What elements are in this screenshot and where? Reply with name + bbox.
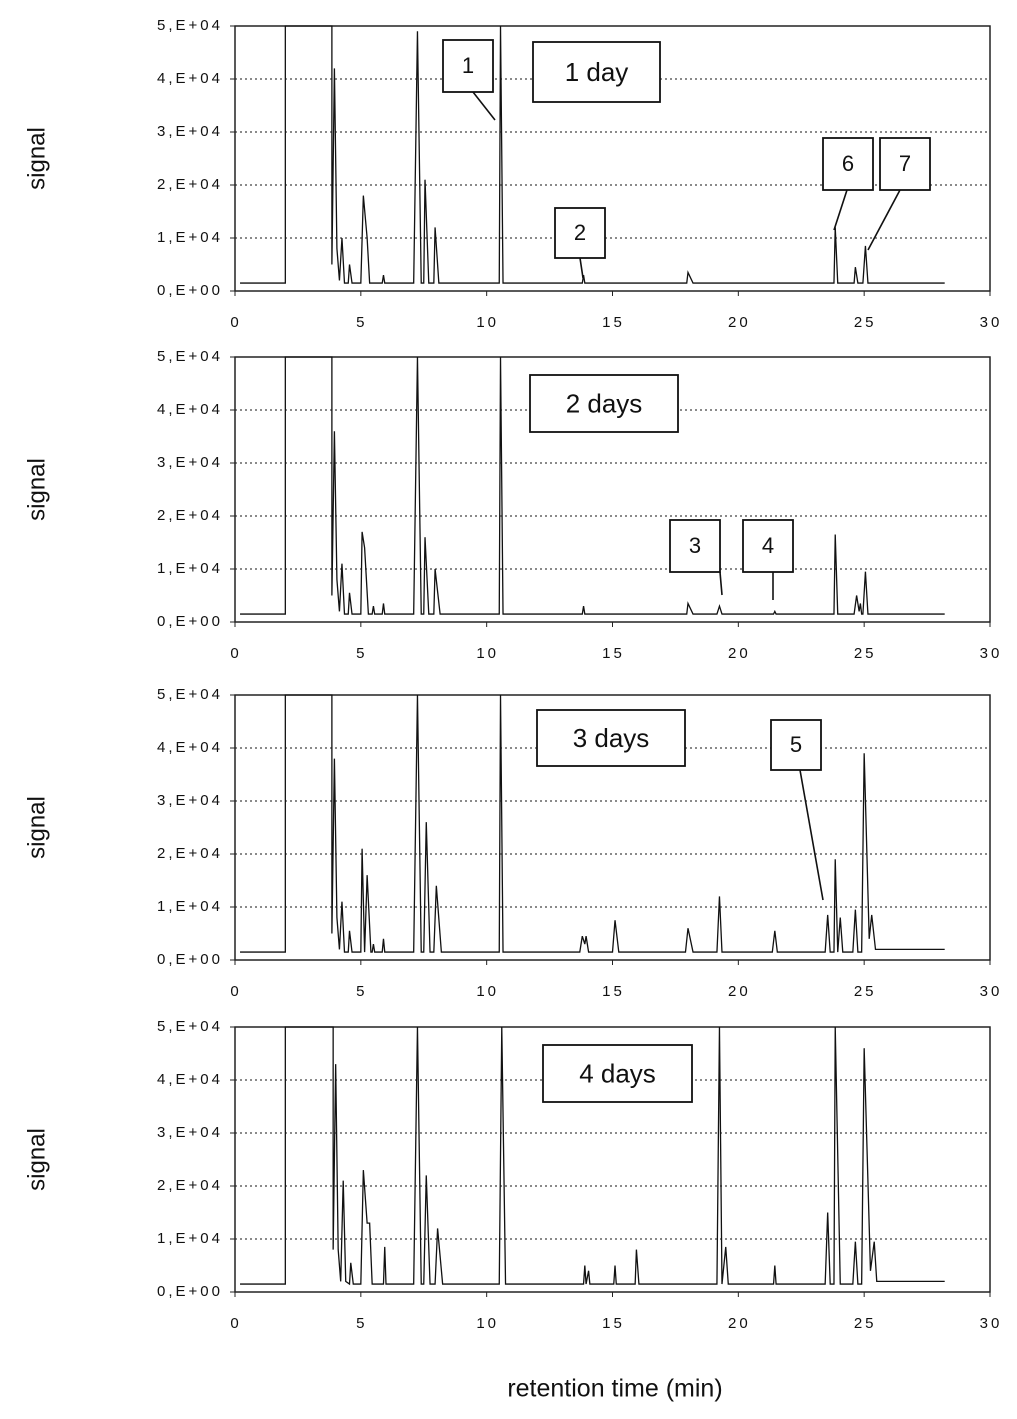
y-tick-label: 0,E+00 [157,1283,223,1300]
y-tick-label: 0,E+00 [157,613,223,630]
annotation-box [822,137,874,191]
y-tick-label: 2,E+04 [157,176,223,193]
annotation: 4 [762,533,774,558]
panel-title: 3 days [573,723,650,753]
x-tick-label: 25 [854,1315,877,1332]
panel: 0,E+00 1,E+04 2,E+04 3,E+04 4,E+04 5,E+04 0 5 10… [23,17,1003,331]
annotation-box [879,137,931,191]
y-tick-label: 3,E+04 [157,792,223,809]
title-box [536,709,686,767]
panel: 0,E+00 1,E+04 2,E+04 3,E+04 4,E+04 5,E+04 0 5 10… [23,1018,1003,1403]
y-tick-label: 0,E+00 [157,951,223,968]
x-tick-label: 15 [602,1315,625,1332]
annotation: 5 [790,732,802,757]
y-axis-label: signal [23,458,50,521]
x-tick-label: 10 [476,1315,499,1332]
y-tick-label: 1,E+04 [157,898,223,915]
leader-line [833,189,848,231]
y-tick-label: 4,E+04 [157,1071,223,1088]
panel-title: 2 days [566,388,643,418]
annotation-box [669,519,721,573]
x-tick-label: 20 [728,983,751,1000]
leader-line [579,257,584,279]
x-tick-label: 5 [356,314,367,331]
x-tick-label: 20 [728,1315,751,1332]
x-tick-label: 5 [356,983,367,1000]
x-tick-label: 20 [728,314,751,331]
x-tick-label: 15 [602,314,625,331]
y-tick-label: 2,E+04 [157,1177,223,1194]
plot-frame [234,25,991,292]
y-tick-label: 4,E+04 [157,401,223,418]
annotation: 1 [462,53,474,78]
x-tick-label: 0 [230,314,241,331]
y-tick-label: 5,E+04 [157,686,223,703]
panel-title: 1 day [565,57,629,87]
trace [240,25,945,284]
y-tick-label: 1,E+04 [157,229,223,246]
annotation-box [742,519,794,573]
panel-title: 4 days [579,1058,656,1088]
y-tick-label: 5,E+04 [157,348,223,365]
panel: 0,E+00 1,E+04 2,E+04 3,E+04 4,E+04 5,E+04 0 5 10… [23,348,1003,662]
y-tick-label: 5,E+04 [157,17,223,34]
x-tick-label: 20 [728,645,751,662]
leader-line [799,769,824,901]
annotation: 7 [899,151,911,176]
trace [240,356,945,615]
x-tick-label: 30 [980,983,1003,1000]
leader-line [867,189,901,251]
x-tick-label: 5 [356,645,367,662]
plot-frame [234,356,991,623]
x-tick-label: 15 [602,645,625,662]
x-tick-label: 30 [980,314,1003,331]
x-tick-label: 10 [476,645,499,662]
x-tick-label: 30 [980,1315,1003,1332]
y-tick-label: 4,E+04 [157,70,223,87]
annotation: 2 [574,220,586,245]
x-tick-label: 10 [476,314,499,331]
title-box [542,1044,693,1103]
annotation: 3 [689,533,701,558]
plot-frame [234,694,991,961]
trace [240,694,945,953]
y-tick-label: 1,E+04 [157,1230,223,1247]
y-axis-label: signal [23,1128,50,1191]
trace [240,1026,945,1286]
x-axis-label: retention time (min) [507,1375,722,1403]
title-box [529,374,679,433]
y-tick-label: 4,E+04 [157,739,223,756]
y-tick-label: 3,E+04 [157,123,223,140]
panel: 0,E+00 1,E+04 2,E+04 3,E+04 4,E+04 5,E+04 0 5 10… [23,686,1003,1000]
x-tick-label: 5 [356,1315,367,1332]
y-tick-label: 2,E+04 [157,845,223,862]
y-tick-label: 3,E+04 [157,454,223,471]
y-tick-label: 3,E+04 [157,1124,223,1141]
x-tick-label: 25 [854,645,877,662]
y-tick-label: 2,E+04 [157,507,223,524]
x-tick-label: 15 [602,983,625,1000]
annotation-box [770,719,822,771]
annotation: 6 [842,151,854,176]
x-tick-label: 0 [230,645,241,662]
y-tick-label: 5,E+04 [157,1018,223,1035]
x-tick-label: 10 [476,983,499,1000]
plot-frame [234,1026,991,1293]
y-tick-label: 1,E+04 [157,560,223,577]
leader-line [719,571,723,596]
y-axis-label: signal [23,127,50,190]
leader-line [472,91,496,121]
y-axis-label: signal [23,796,50,859]
title-box [532,41,661,103]
annotation-box [442,39,494,93]
x-tick-label: 0 [230,983,241,1000]
x-tick-label: 25 [854,314,877,331]
x-tick-label: 0 [230,1315,241,1332]
annotation-box [554,207,606,259]
x-tick-label: 25 [854,983,877,1000]
y-tick-label: 0,E+00 [157,282,223,299]
x-tick-label: 30 [980,645,1003,662]
